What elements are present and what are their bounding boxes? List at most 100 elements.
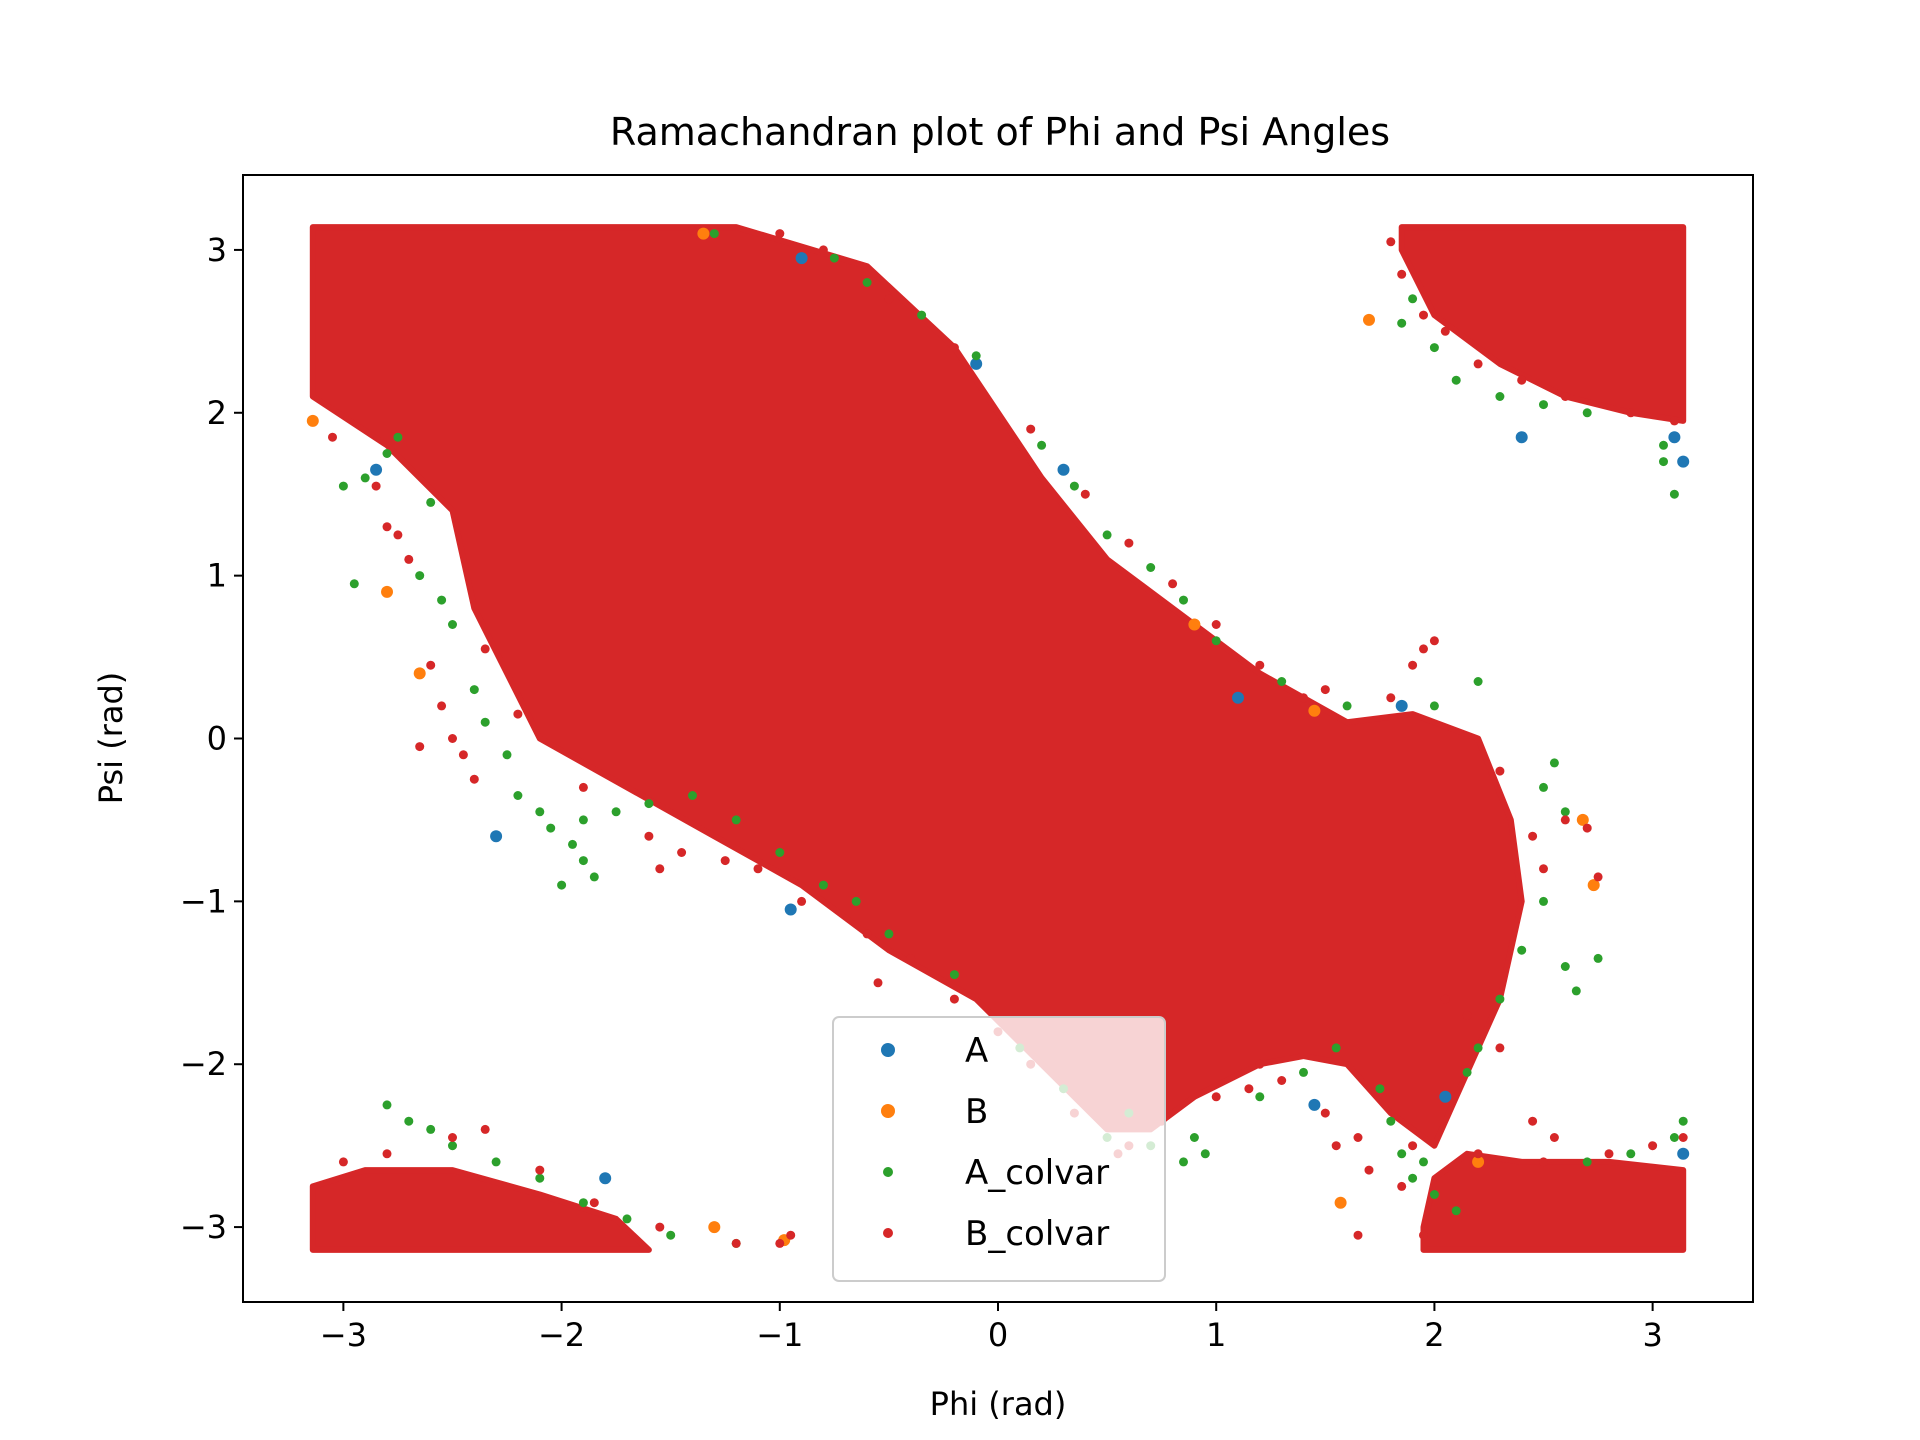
scatter-points xyxy=(306,225,1690,1248)
point-B_colvar xyxy=(1440,326,1450,336)
point-A_colvar xyxy=(1495,392,1505,401)
point-B_colvar xyxy=(818,245,828,255)
point-A_colvar xyxy=(448,1141,457,1151)
point-A_colvar xyxy=(393,432,403,442)
point-B_colvar xyxy=(731,1238,741,1248)
point-A_colvar xyxy=(437,595,447,605)
point-B_colvar xyxy=(1386,693,1396,703)
point-B_colvar xyxy=(1397,269,1407,279)
point-B xyxy=(1472,1155,1485,1168)
legend: AB A_colvar B_colvar xyxy=(832,1016,1166,1282)
point-A_colvar xyxy=(709,229,719,239)
point-B_colvar xyxy=(371,481,381,491)
y-tick-label: 1 xyxy=(207,557,227,595)
point-A_colvar xyxy=(415,571,425,581)
point-B_colvar xyxy=(1669,416,1679,426)
point-B_colvar xyxy=(949,343,959,353)
point-A xyxy=(1057,463,1070,476)
y-axis-ticks: −3 −2 −1 0 1 2 3 xyxy=(180,231,243,1246)
point-A_colvar xyxy=(448,620,457,629)
point-A_colvar xyxy=(535,1173,545,1183)
point-A_colvar xyxy=(535,807,545,817)
point-A_colvar xyxy=(666,1230,676,1240)
y-tick-label: −1 xyxy=(180,882,227,920)
point-A_colvar xyxy=(1375,1084,1385,1094)
point-B xyxy=(1576,813,1589,826)
point-B_colvar xyxy=(1419,310,1428,320)
y-tick-label: 2 xyxy=(207,394,227,432)
point-B_colvar xyxy=(1364,1165,1374,1175)
point-A xyxy=(1232,691,1244,704)
point-A_colvar xyxy=(884,929,894,939)
point-B_colvar xyxy=(1549,1133,1559,1142)
point-A_colvar xyxy=(1582,408,1592,418)
series-B xyxy=(306,227,1600,1247)
point-B_colvar xyxy=(753,864,763,874)
point-A_colvar xyxy=(1451,1206,1461,1216)
point-B_colvar xyxy=(1299,693,1308,703)
point-A_colvar xyxy=(862,278,872,287)
point-B_colvar xyxy=(1528,1116,1538,1126)
point-A_colvar xyxy=(568,839,577,849)
point-A xyxy=(795,252,808,265)
point-A_colvar xyxy=(404,1116,414,1126)
point-B_colvar xyxy=(448,1133,457,1142)
point-B_colvar xyxy=(480,1124,490,1134)
point-A_colvar xyxy=(502,750,512,760)
point-B xyxy=(1587,879,1600,892)
point-A_colvar xyxy=(611,807,621,817)
point-B_colvar xyxy=(578,782,588,792)
y-axis-label: Psi (rad) xyxy=(92,672,130,805)
point-B_colvar xyxy=(415,742,425,752)
point-A xyxy=(1515,431,1528,444)
legend-marker-A_colvar xyxy=(883,1167,893,1177)
point-B_colvar xyxy=(469,774,479,784)
point-A_colvar xyxy=(1582,1157,1592,1167)
point-B_colvar xyxy=(775,229,785,239)
point-A_colvar xyxy=(557,880,567,890)
point-A xyxy=(1677,455,1690,468)
point-A_colvar xyxy=(1408,294,1418,304)
point-B_colvar xyxy=(1353,1230,1363,1240)
point-A_colvar xyxy=(644,799,654,809)
point-A_colvar xyxy=(1408,1173,1418,1183)
point-A_colvar xyxy=(1560,807,1570,817)
y-tick-label: −3 xyxy=(180,1208,227,1246)
point-B_colvar xyxy=(338,1157,348,1167)
plot-area xyxy=(306,224,1690,1253)
point-B_colvar xyxy=(513,709,523,719)
point-B xyxy=(697,227,710,240)
point-B_colvar xyxy=(1604,1149,1614,1159)
point-B_colvar xyxy=(873,978,883,988)
point-B_colvar xyxy=(1626,408,1636,418)
point-B_colvar xyxy=(1080,489,1090,499)
point-B_colvar xyxy=(1582,823,1592,833)
point-A_colvar xyxy=(546,823,556,833)
point-B_colvar xyxy=(1408,660,1418,670)
point-B_colvar xyxy=(1331,1141,1341,1151)
point-A_colvar xyxy=(1659,457,1668,467)
point-B_colvar xyxy=(1440,994,1450,1004)
point-B_colvar xyxy=(1429,636,1439,646)
point-A_colvar xyxy=(1659,440,1668,450)
point-B_colvar xyxy=(1255,1059,1265,1069)
point-A_colvar xyxy=(360,473,370,483)
x-axis-ticks: −3 −2 −1 0 1 2 3 xyxy=(320,1302,1663,1354)
point-B_colvar xyxy=(382,1149,392,1159)
x-tick-label: 0 xyxy=(988,1316,1008,1354)
point-B_colvar xyxy=(906,953,916,963)
point-B xyxy=(1363,313,1375,326)
point-A_colvar xyxy=(578,815,588,825)
point-A_colvar xyxy=(1593,953,1603,963)
point-A_colvar xyxy=(1560,962,1570,971)
point-B_colvar xyxy=(1397,1181,1407,1191)
point-B_colvar xyxy=(589,1198,599,1208)
point-A_colvar xyxy=(1539,782,1548,792)
point-B_colvar xyxy=(1473,1149,1483,1159)
point-B_colvar xyxy=(1277,1076,1287,1085)
point-A_colvar xyxy=(1462,1067,1472,1077)
point-B_colvar xyxy=(884,294,894,304)
point-B_colvar xyxy=(655,864,665,874)
point-B_colvar xyxy=(1386,237,1396,247)
